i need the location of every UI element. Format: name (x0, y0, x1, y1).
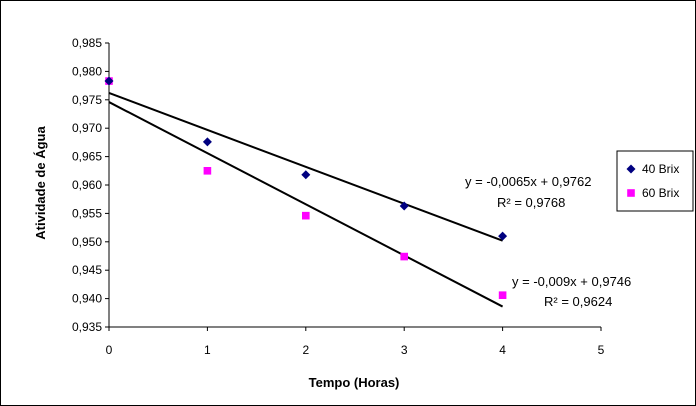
point-40-brix (202, 137, 212, 147)
point-60-brix (498, 291, 507, 299)
point-40-brix (399, 201, 409, 211)
y-tick-label: 0,935 (72, 320, 102, 334)
y-tick-label: 0,975 (72, 93, 102, 107)
legend-marker-40-brix (626, 164, 636, 174)
x-tick-label: 4 (499, 343, 506, 357)
x-tick-label: 3 (401, 343, 408, 357)
equation-60-brix: y = -0,009x + 0,9746 (512, 274, 631, 289)
y-tick-label: 0,965 (72, 150, 102, 164)
x-tick-label: 0 (106, 343, 113, 357)
x-axis-title: Tempo (Horas) (309, 375, 400, 390)
y-axis-title: Atividade de Água (33, 126, 48, 240)
trendline-40-brix (108, 92, 503, 242)
y-tick-label: 0,985 (72, 36, 102, 50)
legend-marker-60-brix (627, 189, 635, 197)
point-60-brix (302, 211, 310, 220)
equation-40-brix: y = -0,0065x + 0,9762 (465, 174, 591, 189)
point-60-brix (400, 252, 408, 261)
x-tick-label: 1 (204, 343, 211, 357)
point-60-brix (203, 167, 212, 175)
trendline-60-brix (108, 101, 504, 308)
r2-60-brix: R² = 0,9624 (544, 294, 612, 309)
x-tick-label: 5 (598, 343, 605, 357)
axes (105, 42, 602, 331)
y-tick-label: 0,970 (72, 121, 102, 135)
y-tick-label: 0,950 (72, 235, 102, 249)
data-points (104, 76, 508, 299)
point-40-brix (104, 76, 114, 86)
y-tick-label: 0,940 (72, 292, 102, 306)
y-tick-label: 0,960 (72, 178, 102, 192)
legend-label-40-brix: 40 Brix (642, 162, 679, 176)
y-tick-label: 0,980 (72, 64, 102, 78)
legend-box (616, 150, 694, 212)
y-tick-label: 0,945 (72, 263, 102, 277)
tick-labels: 0,935 0,940 0,945 0,950 0,955 0,960 0,965 0,970… (72, 36, 605, 357)
point-40-brix (301, 170, 311, 180)
x-tick-label: 2 (302, 343, 309, 357)
r2-40-brix: R² = 0,9768 (497, 195, 565, 210)
legend: 40 Brix 60 Brix (616, 150, 694, 212)
point-40-brix (498, 231, 508, 241)
trendlines (108, 92, 504, 308)
y-tick-label: 0,955 (72, 206, 102, 220)
legend-label-60-brix: 60 Brix (642, 186, 679, 200)
